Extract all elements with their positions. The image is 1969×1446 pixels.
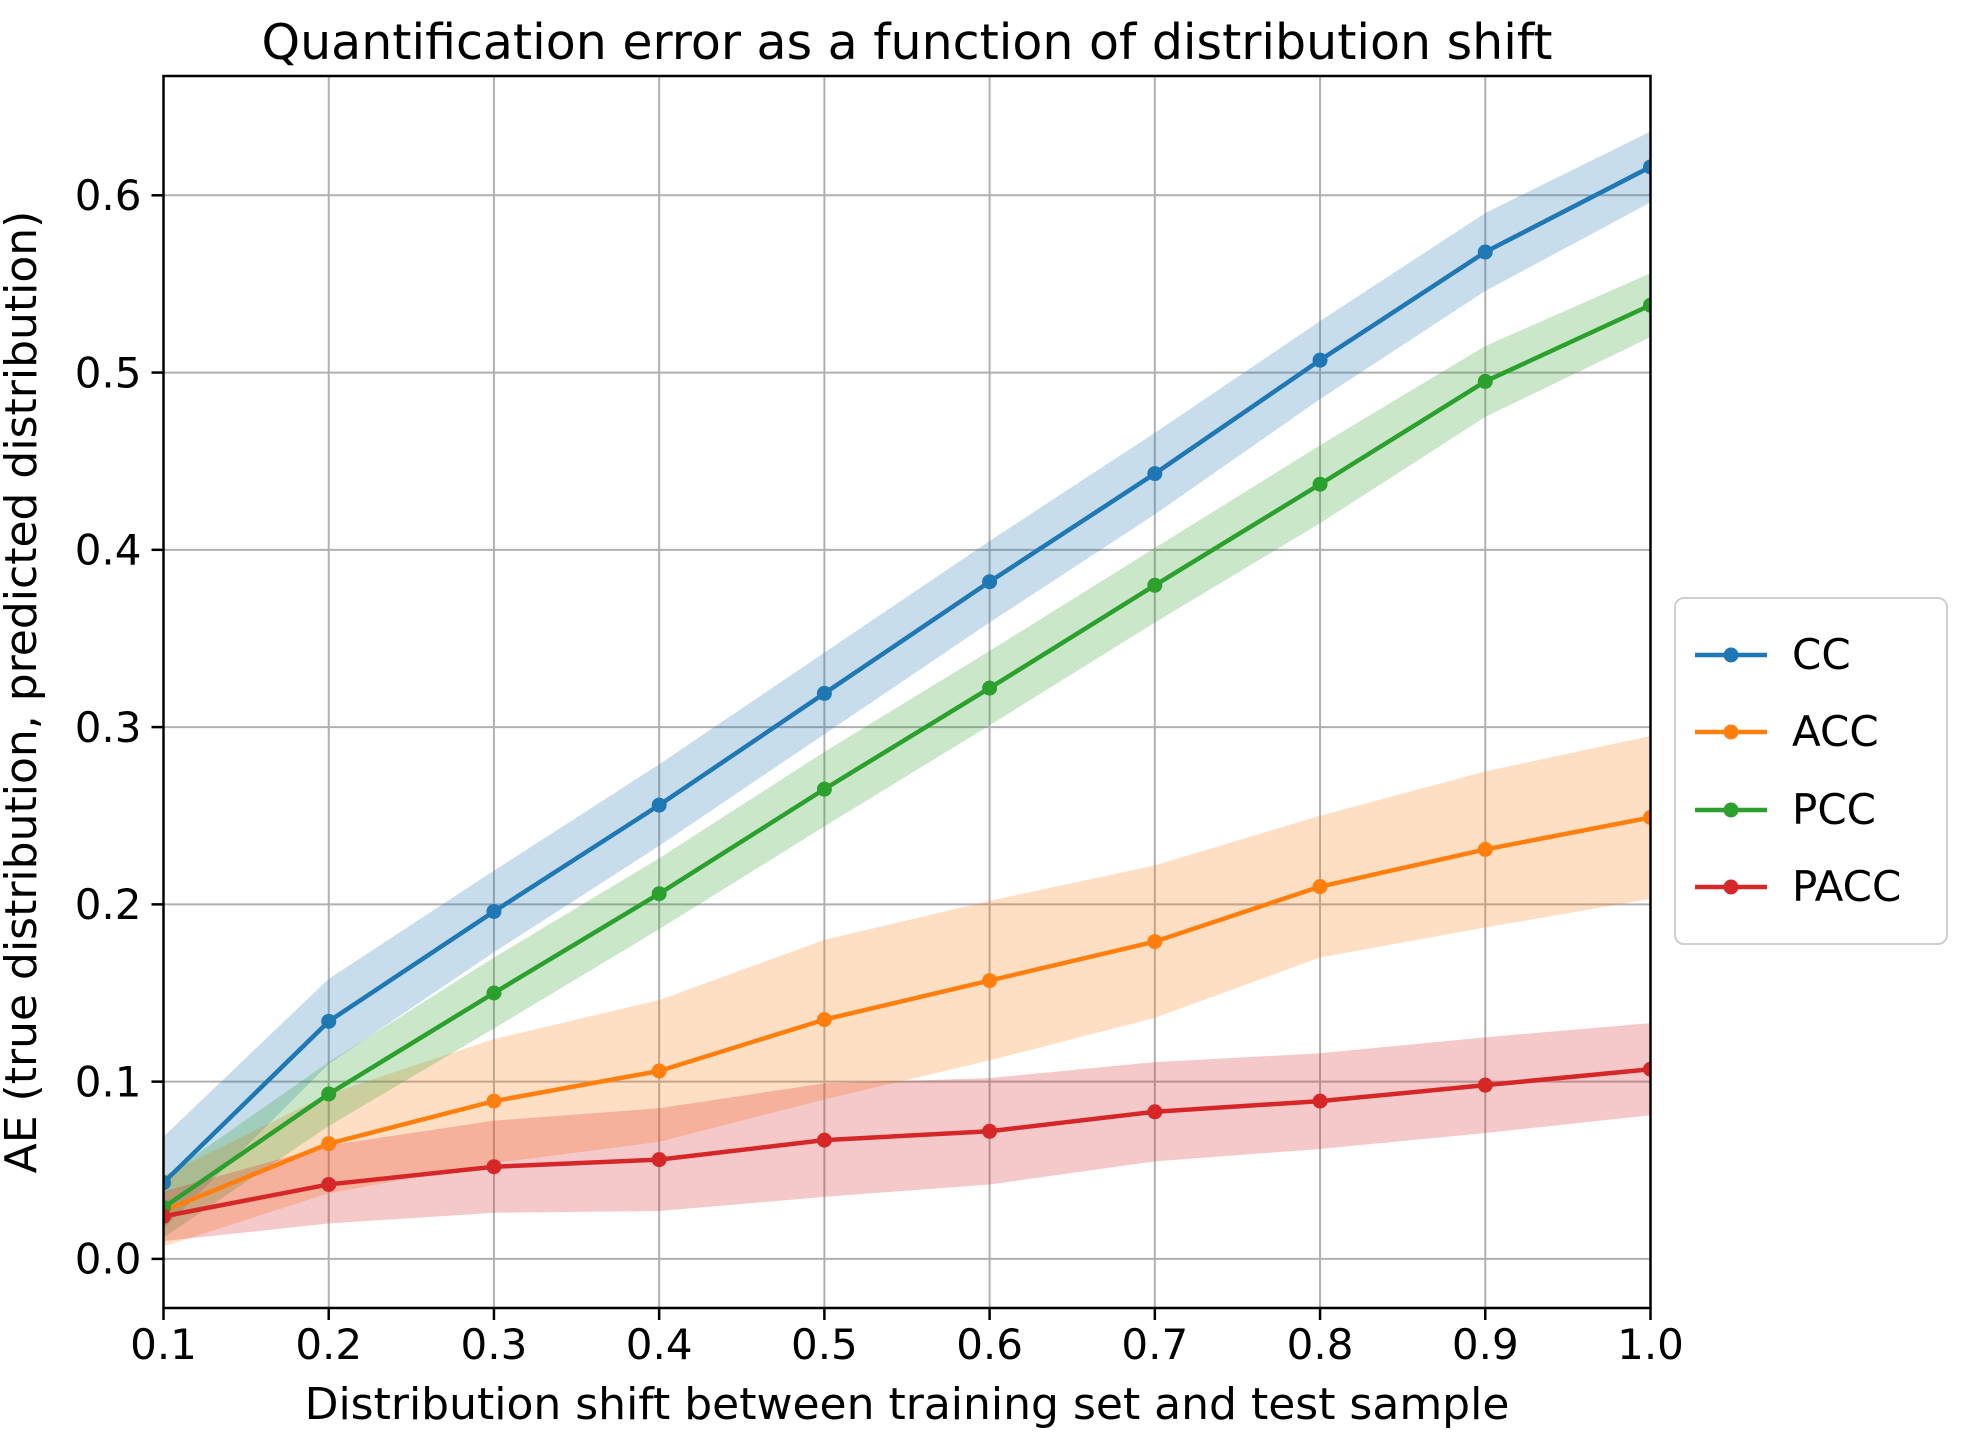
marker-PACC [1147,1104,1163,1120]
marker-ACC [651,1063,667,1079]
series-line-PCC [163,302,1651,1210]
marker-PCC [1643,297,1651,313]
marker-CC [486,903,502,919]
legend-swatch-ACC [1695,724,1767,740]
marker-CC [816,685,832,701]
y-tick-label: 0.3 [75,703,142,752]
x-tick-label: 0.1 [130,1320,197,1369]
marker-CC [651,797,667,813]
legend: CC ACC PCC PACC [1674,597,1948,945]
y-tick-label: 0.6 [75,171,142,220]
legend-swatch-PCC [1695,802,1767,818]
plot-border [162,74,1652,1310]
marker-ACC [816,1012,832,1028]
legend-label-ACC: ACC [1792,707,1879,757]
marker-ACC [1643,810,1651,826]
marker-PCC [1477,373,1493,389]
marker-ACC [1312,879,1328,895]
marker-CC [1477,244,1493,260]
x-tick-label: 1.0 [1617,1320,1684,1369]
y-tick-label: 0.5 [75,348,142,397]
legend-label-PCC: PCC [1792,784,1876,834]
marker-PACC [982,1123,998,1139]
legend-dot-icon [1723,724,1739,740]
band-PCC [163,273,1651,1238]
axes-layer: 0.1 0.2 0.3 0.4 0.5 0.6 0.7 0.8 0.9 1.0 0.0 0.1 0.2 0… [75,74,1684,1369]
marker-PACC [486,1159,502,1175]
marker-PCC [321,1086,337,1102]
x-tick-label: 0.3 [461,1320,528,1369]
x-tick-label: 0.2 [295,1320,362,1369]
marker-PCC [1147,577,1163,593]
legend-dot-icon [1723,647,1739,663]
y-tick-label: 0.1 [75,1057,142,1106]
marker-PACC [1643,1061,1651,1077]
marker-CC [1312,352,1328,368]
legend-item-CC: CC [1676,634,1946,676]
marker-PCC [982,680,998,696]
marker-CC [321,1013,337,1029]
y-tick-label: 0.0 [75,1235,142,1284]
legend-label-CC: CC [1792,630,1851,680]
marker-CC [1147,466,1163,482]
legend-dot-icon [1723,879,1739,895]
series-line-ACC [163,815,1651,1214]
marker-PACC [1477,1077,1493,1093]
legend-swatch-CC [1695,647,1767,663]
marker-ACC [486,1093,502,1109]
y-tick-label: 0.4 [75,526,142,575]
x-tick-label: 0.6 [956,1320,1023,1369]
series-line-PACC [163,1066,1651,1219]
x-tick-label: 0.7 [1121,1320,1188,1369]
band-CC [163,131,1651,1229]
x-axis-label: Distribution shift between training set … [305,1379,1510,1430]
y-axis-label: AE (true distribution, predicted distrib… [0,211,47,1174]
chart-title: Quantification error as a function of di… [262,14,1553,71]
marker-PCC [651,886,667,902]
marker-PCC [816,781,832,797]
marker-PACC [816,1132,832,1148]
marker-CC [1643,159,1651,175]
y-tick-label: 0.2 [75,880,142,929]
legend-item-PCC: PCC [1676,784,1946,834]
marker-PCC [486,985,502,1001]
marker-ACC [1477,841,1493,857]
marker-CC [163,1175,171,1191]
legend-swatch-PACC [1695,879,1767,895]
legend-dot-icon [1723,802,1739,818]
data-layer [163,131,1651,1247]
marker-PACC [1312,1093,1328,1109]
marker-PACC [163,1208,171,1224]
marker-PCC [1312,476,1328,492]
legend-label-PACC: PACC [1792,861,1902,911]
series-line-CC [163,164,1651,1185]
marker-ACC [1147,934,1163,950]
x-tick-label: 0.8 [1287,1320,1354,1369]
band-ACC [163,735,1651,1247]
marker-PACC [651,1152,667,1168]
legend-item-PACC: PACC [1676,861,1946,911]
x-tick-label: 0.4 [626,1320,693,1369]
marker-PACC [321,1176,337,1192]
band-PACC [163,1023,1651,1242]
legend-item-ACC: ACC [1676,711,1946,753]
x-tick-label: 0.5 [791,1320,858,1369]
x-tick-label: 0.9 [1452,1320,1519,1369]
marker-CC [982,574,998,590]
marker-ACC [982,973,998,989]
marker-ACC [321,1136,337,1152]
